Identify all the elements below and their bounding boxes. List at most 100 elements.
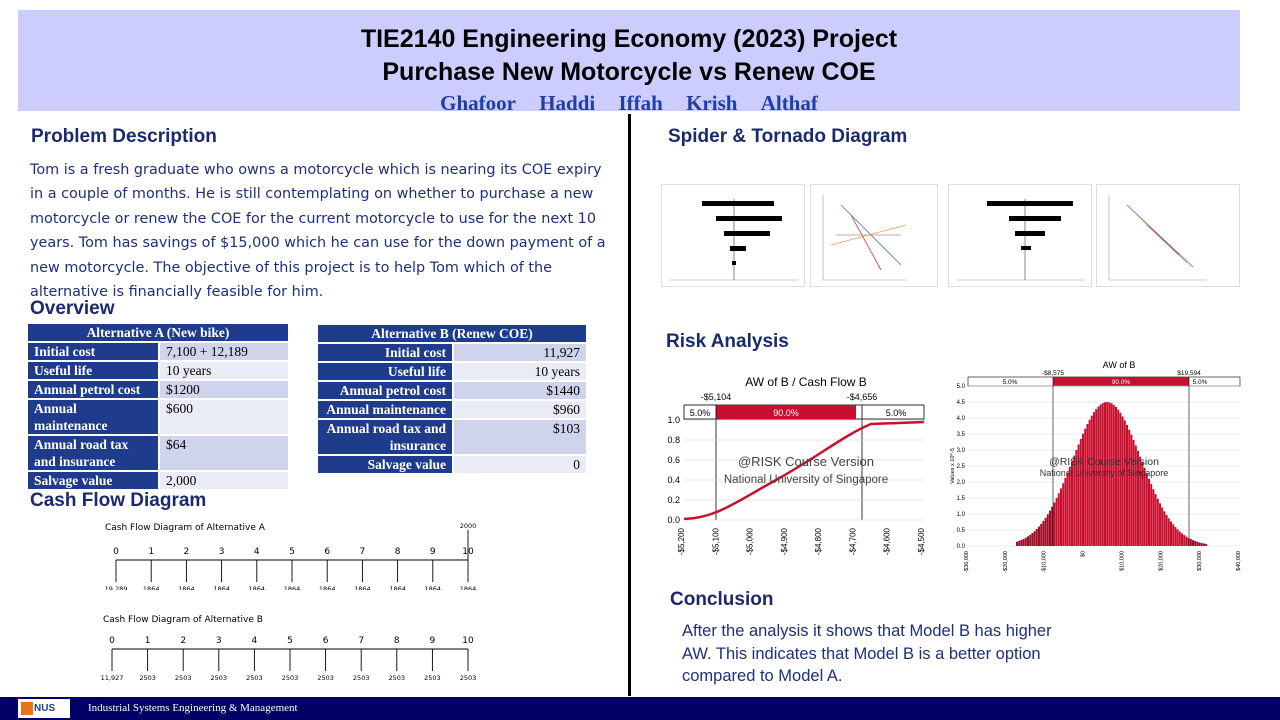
hist-bar [1139, 456, 1142, 546]
hist-bar [1194, 541, 1197, 546]
table-key: Useful life [316, 361, 454, 382]
cash-flow-period-label: 9 [430, 636, 436, 646]
hist-bar [1099, 404, 1102, 546]
cash-flow-value-label: 1864 [284, 585, 301, 590]
cdf-y-tick: 0.4 [667, 475, 680, 485]
cash-flow-value-label: 2503 [175, 674, 192, 682]
alternative-b-table: Alternative B (Renew COE) Initial cost 11… [316, 323, 588, 475]
cash-flow-period-label: 8 [394, 636, 400, 646]
hist-bar [1148, 478, 1150, 546]
hist-bar [1024, 537, 1027, 546]
hist-y-tick: 2.0 [957, 480, 966, 486]
hist-y-tick: 5.0 [957, 384, 966, 390]
alternative-a-title: Alternative A (New bike) [26, 322, 290, 343]
cash-flow-value-label: 19,289 [105, 585, 128, 590]
cdf-y-tick: 0.8 [667, 435, 680, 445]
problem-description-text: Tom is a fresh graduate who owns a motor… [30, 162, 606, 301]
hist-x-tick: $10,000 [1119, 551, 1125, 571]
cdf-x-tick: -$4,600 [883, 527, 892, 555]
nus-crest-icon [21, 702, 33, 715]
hist-bar [1121, 416, 1124, 546]
hist-bar [1128, 429, 1131, 546]
hist-bar [1049, 510, 1051, 546]
hist-bar [1150, 484, 1153, 546]
table-key: Annual petrol cost [26, 379, 160, 400]
salvage-value-label: 2000 [460, 522, 477, 530]
hist-bar [1203, 543, 1205, 546]
cdf-right-value: -$4,656 [847, 392, 878, 402]
hist-bar [1071, 461, 1073, 546]
cash-flow-value-label: 2503 [460, 674, 477, 682]
table-value: 7,100 + 12,189 [158, 341, 290, 362]
cdf-title: AW of B / Cash Flow B [745, 375, 867, 389]
hist-bar [1119, 412, 1122, 546]
cash-flow-period-label: 9 [430, 547, 436, 557]
problem-description-title: Problem Description [31, 126, 217, 147]
cdf-watermark-line2: National University of Singapore [724, 474, 888, 486]
cdf-right-percent: 5.0% [886, 408, 907, 418]
column-divider [628, 114, 631, 696]
table-key: Initial cost [26, 341, 160, 362]
cdf-y-tick: 0.2 [667, 495, 680, 505]
hist-bar [1185, 536, 1188, 546]
table-key: Salvage value [26, 470, 160, 491]
hist-bar [1062, 483, 1065, 546]
hist-bar [1130, 434, 1133, 546]
cdf-x-tick: -$5,200 [677, 527, 686, 555]
hist-bar [1064, 477, 1067, 546]
hist-bar [1174, 526, 1177, 546]
hist-bar [1042, 520, 1045, 546]
cash-flow-value-label: 2503 [211, 674, 228, 682]
footer-bar: NUS Industrial Systems Engineering & Man… [0, 697, 1280, 720]
author-name: Ghafoor [440, 91, 516, 115]
hist-x-tick: -$30,000 [964, 551, 970, 573]
hist-bar [1082, 433, 1084, 546]
hist-y-tick: 4.0 [957, 416, 966, 422]
hist-watermark-line1: @RISK Course Version [1049, 456, 1159, 468]
hist-y-tick: 4.5 [957, 400, 966, 406]
cash-flow-value-label: 1864 [460, 585, 477, 590]
cash-flow-period-label: 6 [324, 547, 330, 557]
cash-flow-period-label: 3 [216, 636, 222, 646]
hist-y-tick: 1.5 [957, 496, 966, 502]
cdf-x-tick: -$4,800 [814, 527, 823, 555]
hist-middle-percent: 90.0% [1112, 379, 1131, 386]
spider-tornado-title: Spider & Tornado Diagram [668, 126, 908, 147]
hist-bar [1189, 539, 1192, 546]
cdf-curve [683, 420, 925, 521]
cash-flow-value-label: 1864 [213, 585, 230, 590]
table-value: 2,000 [158, 470, 290, 491]
cash-flow-value-label: 2503 [139, 674, 156, 682]
hist-bar [1106, 402, 1109, 546]
hist-bar [1035, 528, 1038, 546]
hist-y-tick: 0.5 [957, 528, 966, 534]
hist-bar [1079, 438, 1082, 546]
hist-bar [1027, 536, 1029, 546]
hist-bar [1134, 445, 1137, 546]
hist-bar [1145, 473, 1148, 546]
risk-cdf-chart: AW of B / Cash Flow B 5.0% 90.0% 5.0% -$5,1… [667, 375, 926, 555]
cash-flow-value-label: 1864 [249, 585, 266, 590]
hist-bar [1156, 498, 1159, 546]
cdf-watermark-line1: @RISK Course Version [738, 454, 874, 469]
hist-bar [1066, 472, 1069, 546]
cash-flow-value-label: 2503 [389, 674, 406, 682]
cash-flow-value-label: 2503 [424, 674, 441, 682]
cdf-left-value: -$5,104 [701, 392, 732, 402]
hist-y-tick: 0.0 [957, 544, 966, 550]
hist-bar [1016, 541, 1018, 546]
cdf-x-tick: -$4,700 [848, 527, 857, 555]
cdf-middle-band [716, 405, 856, 419]
cdf-middle-percent: 90.0% [773, 408, 799, 418]
hist-bar [1141, 462, 1144, 546]
hist-bar [1073, 455, 1076, 546]
hist-bar [1161, 507, 1164, 546]
hist-bar [1051, 506, 1054, 546]
conclusion-text: After the analysis it shows that Model B… [682, 622, 1052, 685]
hist-right-percent: 5.0% [1193, 379, 1208, 386]
cdf-y-tick: 1.0 [667, 415, 680, 425]
hist-bar [1123, 420, 1126, 546]
tornado-diagram-a [661, 184, 805, 287]
author-list: Ghafoor Haddi Iffah Krish Althaf [18, 91, 1240, 115]
cash-flow-period-label: 6 [323, 636, 329, 646]
